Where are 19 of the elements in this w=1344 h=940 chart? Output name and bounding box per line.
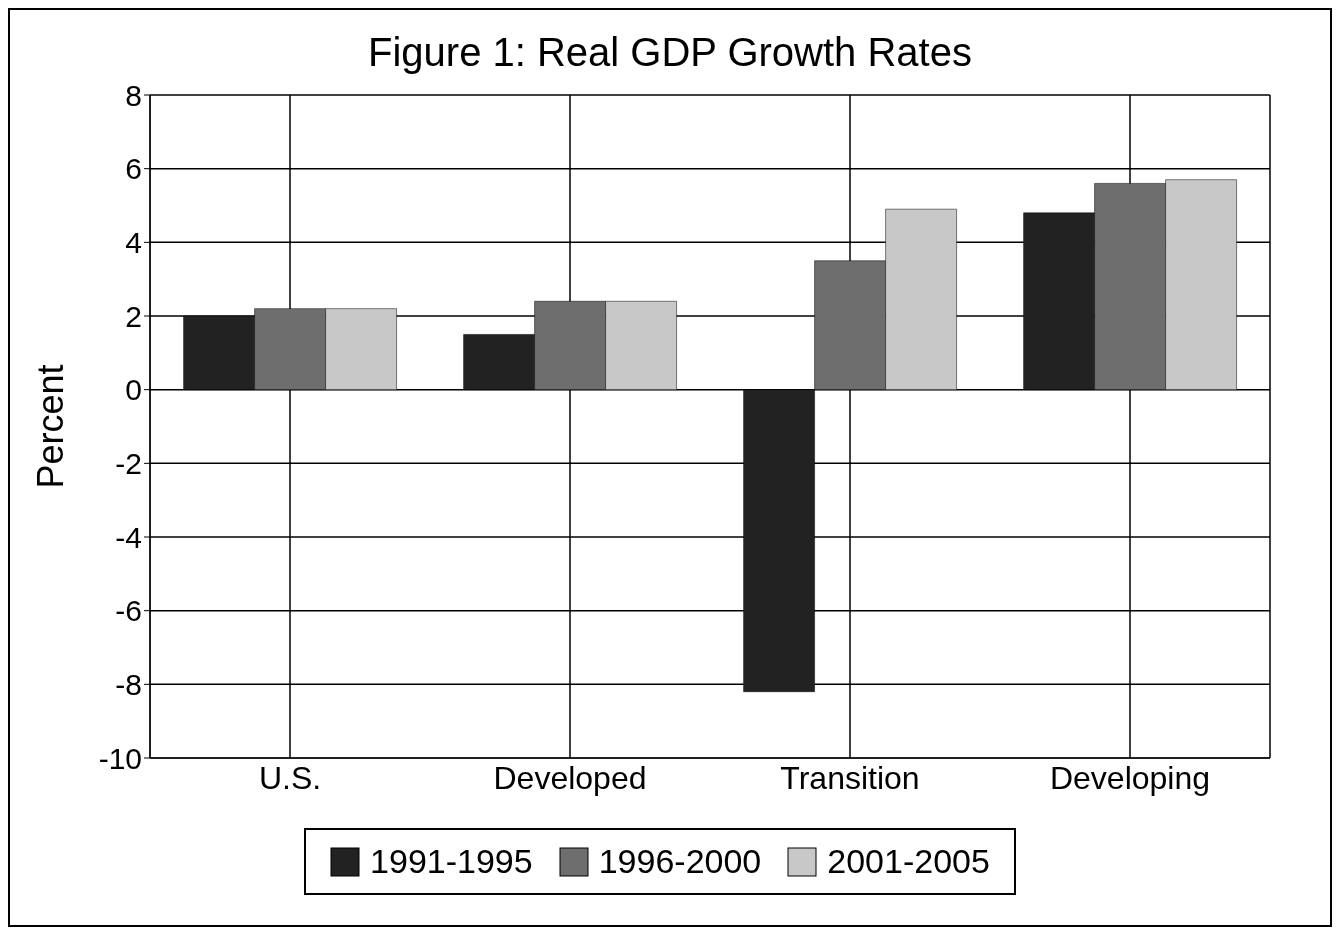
y-tick-label: -6 (115, 594, 142, 628)
y-tick-label: 2 (125, 299, 142, 333)
y-tick-label: -2 (115, 446, 142, 480)
y-tick-label: 6 (125, 152, 142, 186)
chart-title: Figure 1: Real GDP Growth Rates (368, 30, 972, 74)
x-tick-label: Developed (493, 759, 647, 796)
y-tick-label: -10 (98, 741, 142, 775)
legend-label: 1991-1995 (369, 842, 533, 881)
x-tick-label: Transition (780, 759, 920, 796)
y-tick-label: -8 (115, 667, 142, 701)
y-tick-label: 8 (125, 78, 142, 112)
legend-label: 2001-2005 (826, 842, 990, 881)
legend-label: 1996-2000 (597, 842, 762, 881)
x-tick-label: Developing (1049, 759, 1211, 796)
y-tick-label: 0 (125, 373, 142, 407)
x-tick-label: U.S. (258, 759, 322, 796)
y-tick-label: -4 (115, 520, 142, 554)
y-axis-title: Percent (29, 364, 71, 489)
y-tick-label: 4 (125, 225, 142, 259)
